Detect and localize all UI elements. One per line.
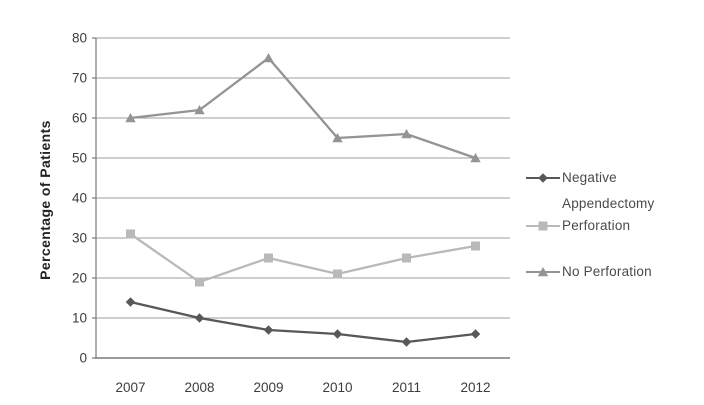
data-point-marker (538, 173, 548, 183)
data-point-marker (264, 253, 273, 263)
data-point-marker (470, 153, 481, 163)
data-point-marker (537, 267, 549, 277)
x-tick-label: 2011 (392, 380, 421, 395)
y-tick-label: 40 (72, 191, 87, 206)
legend-item-appendectomy-perforation: Appendectomy Perforation (526, 194, 654, 236)
y-axis-title: Percentage of Patients (37, 120, 53, 280)
data-point-marker (333, 269, 342, 279)
legend-label: No Perforation (562, 264, 652, 279)
data-point-marker (470, 329, 481, 339)
x-tick-label: 2007 (115, 380, 145, 395)
diamond-marker-icon (526, 172, 560, 184)
y-tick-label: 10 (72, 311, 87, 326)
x-tick-label: 2010 (322, 380, 352, 395)
data-point-marker (194, 105, 205, 115)
data-point-marker (125, 297, 136, 307)
legend-label-line1: Appendectomy (562, 196, 655, 211)
series-line-negative-appendectomy (130, 300, 476, 344)
legend-label: Negative (562, 170, 617, 185)
triangle-marker-icon (526, 266, 560, 278)
series-line-no-perforation (130, 56, 476, 160)
data-point-marker (195, 277, 204, 287)
legend-item-no-perforation: No Perforation (526, 262, 652, 282)
x-tick-label: 2009 (253, 380, 283, 395)
data-point-marker (125, 113, 136, 123)
y-tick-label: 80 (72, 31, 87, 46)
data-point-marker (194, 313, 205, 323)
series-line-perforation (129, 233, 476, 284)
data-point-marker (263, 53, 274, 63)
data-point-marker (332, 133, 343, 143)
data-point-marker (332, 329, 343, 339)
y-tick-label: 20 (72, 271, 87, 286)
y-tick-label: 60 (72, 111, 87, 126)
y-tick-label: 30 (72, 231, 87, 246)
legend-item-negative: Negative (526, 168, 617, 188)
square-marker-icon (526, 220, 560, 232)
data-point-marker (401, 337, 412, 347)
legend-label-line2: Perforation (562, 218, 631, 233)
data-point-marker (126, 229, 135, 239)
data-point-marker (402, 253, 411, 263)
y-tick-label: 50 (72, 151, 87, 166)
x-tick-label: 2012 (460, 380, 490, 395)
data-point-marker (471, 241, 480, 251)
data-point-marker (401, 129, 412, 139)
y-tick-label: 0 (79, 351, 87, 366)
data-point-marker (538, 221, 548, 231)
x-tick-label: 2008 (184, 380, 214, 395)
y-tick-label: 70 (72, 71, 87, 86)
data-point-marker (263, 325, 274, 335)
